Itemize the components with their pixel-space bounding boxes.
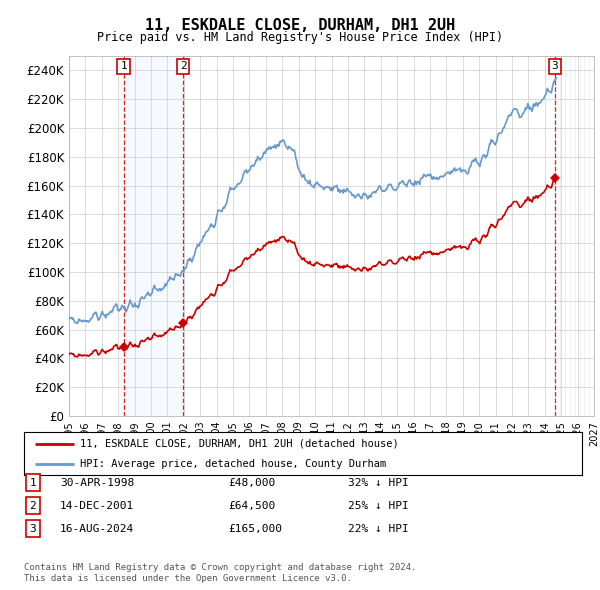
Text: Contains HM Land Registry data © Crown copyright and database right 2024.: Contains HM Land Registry data © Crown c… xyxy=(24,563,416,572)
Text: 2: 2 xyxy=(179,61,187,71)
Bar xyxy=(124,56,183,416)
Text: 11, ESKDALE CLOSE, DURHAM, DH1 2UH (detached house): 11, ESKDALE CLOSE, DURHAM, DH1 2UH (deta… xyxy=(80,439,398,449)
Text: 3: 3 xyxy=(29,524,37,533)
Text: HPI: Average price, detached house, County Durham: HPI: Average price, detached house, Coun… xyxy=(80,460,386,469)
Text: £64,500: £64,500 xyxy=(228,501,275,510)
Text: 2: 2 xyxy=(29,501,37,510)
Text: £48,000: £48,000 xyxy=(228,478,275,487)
Text: 3: 3 xyxy=(551,61,559,71)
Text: 1: 1 xyxy=(29,478,37,487)
Text: 11, ESKDALE CLOSE, DURHAM, DH1 2UH: 11, ESKDALE CLOSE, DURHAM, DH1 2UH xyxy=(145,18,455,32)
Text: 16-AUG-2024: 16-AUG-2024 xyxy=(60,524,134,533)
Text: Price paid vs. HM Land Registry's House Price Index (HPI): Price paid vs. HM Land Registry's House … xyxy=(97,31,503,44)
Text: 30-APR-1998: 30-APR-1998 xyxy=(60,478,134,487)
Text: 1: 1 xyxy=(120,61,127,71)
Bar xyxy=(555,56,594,416)
Text: 14-DEC-2001: 14-DEC-2001 xyxy=(60,501,134,510)
Text: 32% ↓ HPI: 32% ↓ HPI xyxy=(348,478,409,487)
Text: This data is licensed under the Open Government Licence v3.0.: This data is licensed under the Open Gov… xyxy=(24,573,352,583)
Text: 25% ↓ HPI: 25% ↓ HPI xyxy=(348,501,409,510)
Text: 22% ↓ HPI: 22% ↓ HPI xyxy=(348,524,409,533)
Bar xyxy=(555,56,594,416)
Text: £165,000: £165,000 xyxy=(228,524,282,533)
